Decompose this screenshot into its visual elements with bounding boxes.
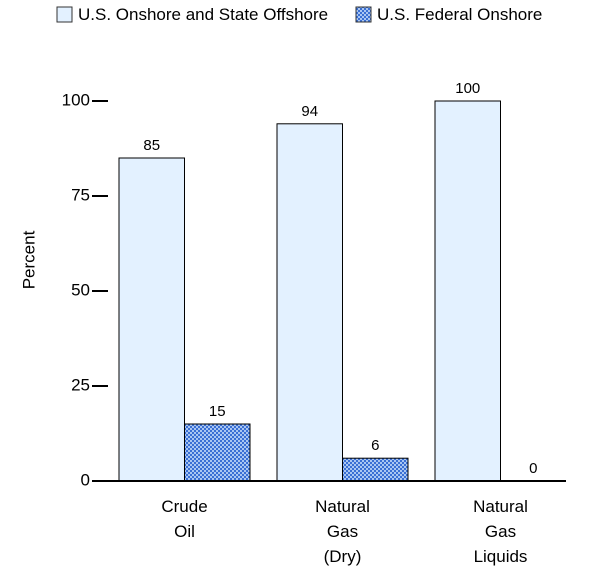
x-tick-label-line: Crude <box>161 497 207 516</box>
y-tick-label: 50 <box>71 280 90 299</box>
value-label: 100 <box>455 80 480 97</box>
y-tick-label: 25 <box>71 375 90 394</box>
x-tick-label: Crude Oil <box>161 497 207 541</box>
value-label: 0 <box>529 460 537 477</box>
legend-label: U.S. Onshore and State Offshore <box>78 5 329 24</box>
value-label: 6 <box>371 437 379 454</box>
value-label: 85 <box>143 137 160 154</box>
legend-label: U.S. Federal Onshore <box>377 5 543 24</box>
x-tick-label-line: (Dry) <box>324 547 362 566</box>
value-label: 15 <box>209 403 226 420</box>
y-tick-label: 100 <box>62 90 90 109</box>
x-tick-label-line: Natural <box>315 497 370 516</box>
x-tick-label-line: Oil <box>174 522 195 541</box>
value-label: 94 <box>301 103 318 120</box>
y-axis-label: Percent <box>19 230 38 289</box>
legend-swatch <box>355 6 372 23</box>
x-tick-label-line: Natural <box>473 497 528 516</box>
x-tick-label-line: Gas <box>485 522 516 541</box>
y-tick-label: 0 <box>81 470 90 489</box>
y-tick-label: 75 <box>71 185 90 204</box>
bar <box>184 423 251 482</box>
legend-swatch <box>56 6 73 23</box>
x-tick-label: Natural Gas Liquids <box>473 497 528 566</box>
bar <box>276 123 343 482</box>
bar <box>342 457 409 482</box>
bar <box>434 100 501 482</box>
bar <box>118 157 185 482</box>
x-tick-label: Natural Gas (Dry) <box>315 497 370 566</box>
x-tick-label-line: Gas <box>327 522 358 541</box>
x-tick-label-line: Liquids <box>474 547 528 566</box>
